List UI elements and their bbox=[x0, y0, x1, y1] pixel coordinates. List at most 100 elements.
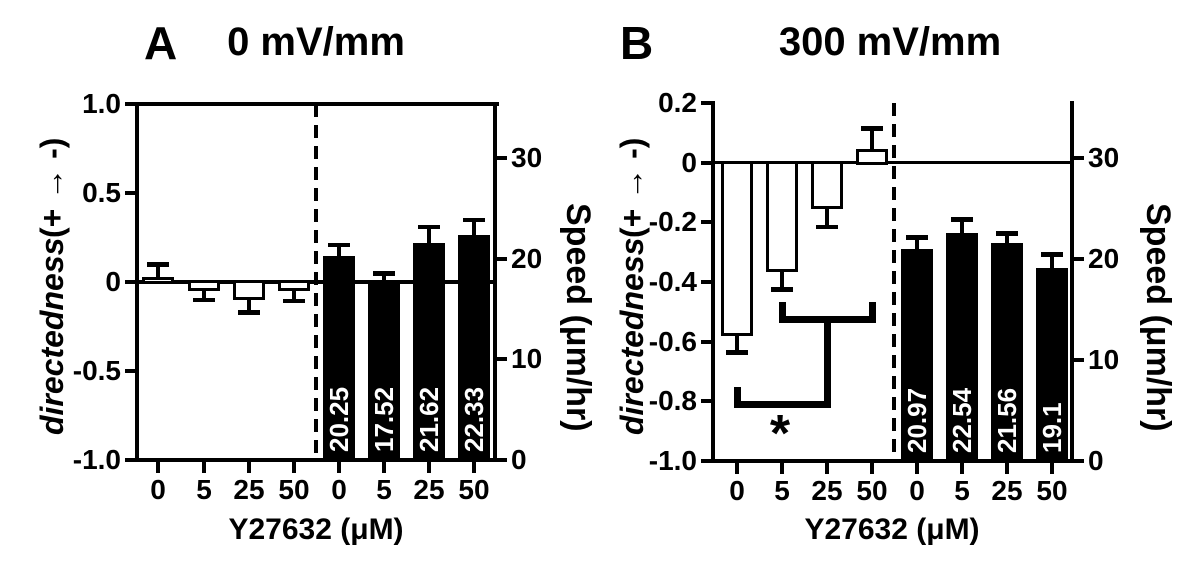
error-bar-stem bbox=[825, 206, 829, 227]
error-bar-stem bbox=[1005, 233, 1009, 243]
y-axis-left-tick bbox=[125, 280, 135, 284]
x-axis-tick-label: 50 bbox=[458, 474, 490, 505]
y-axis-left-tick-label: 1.0 bbox=[82, 88, 121, 119]
x-axis-tick bbox=[427, 462, 431, 473]
x-axis-tick bbox=[156, 462, 160, 473]
x-axis-tick-label: 50 bbox=[856, 475, 888, 506]
y-axis-right-tick-label: 20 bbox=[1088, 242, 1120, 274]
directedness-bar bbox=[142, 276, 174, 284]
y-axis-left bbox=[135, 102, 139, 462]
y-axis-left-tick-label: -1.0 bbox=[648, 445, 697, 476]
speed-bar bbox=[458, 235, 490, 462]
error-bar-cap bbox=[1041, 252, 1063, 257]
y-axis-left-tick-label: -0.8 bbox=[648, 385, 697, 417]
speed-bar-value-label: 22.54 bbox=[947, 387, 977, 453]
directedness-bar bbox=[278, 280, 310, 291]
error-bar-cap bbox=[726, 350, 748, 355]
panel-b-right-axis-label: Speed (μm/hr) bbox=[1139, 202, 1177, 432]
y-axis-right bbox=[493, 102, 497, 462]
y-axis-left-tick-label: -0.5 bbox=[72, 355, 121, 386]
error-bar-stem bbox=[382, 273, 386, 284]
directedness-bar bbox=[721, 160, 753, 336]
y-axis-right-tick-label: 10 bbox=[511, 343, 543, 375]
y-axis-left-tick-label: -0.2 bbox=[648, 206, 697, 238]
x-axis-tick-label: 50 bbox=[278, 474, 310, 505]
panel-b-title: 300 mV/mm bbox=[778, 20, 1002, 64]
x-axis bbox=[135, 458, 499, 462]
x-axis-tick-label: 5 bbox=[196, 474, 212, 505]
panel-b-letter: B bbox=[620, 17, 654, 69]
error-bar-cap bbox=[906, 235, 928, 240]
x-axis-tick bbox=[202, 462, 206, 473]
y-axis-left-tick-label: -0.4 bbox=[648, 266, 697, 297]
x-axis-tick-label: 0 bbox=[729, 475, 745, 506]
error-bar-cap bbox=[147, 262, 169, 267]
y-axis-left-tick bbox=[701, 160, 711, 165]
sig-bracket-lower bbox=[733, 400, 831, 408]
sig-bracket-stem bbox=[823, 322, 831, 408]
error-bar-stem bbox=[1050, 254, 1054, 268]
y-axis-left-tick bbox=[125, 191, 135, 195]
x-axis-tick bbox=[337, 462, 341, 473]
error-bar-stem bbox=[870, 128, 874, 150]
directedness-bar bbox=[766, 160, 798, 272]
y-axis-left-tick bbox=[701, 220, 711, 225]
error-bar-cap bbox=[373, 271, 395, 276]
error-bar-stem bbox=[427, 227, 431, 243]
y-axis-right-tick bbox=[1074, 357, 1084, 362]
y-axis-left-tick-label: 0.2 bbox=[658, 87, 697, 118]
error-bar-cap bbox=[951, 217, 973, 222]
panel-a-right-axis-label: Speed (μm/hr) bbox=[559, 202, 597, 432]
error-bar-stem bbox=[292, 288, 296, 301]
y-axis-right-tick-label: 20 bbox=[511, 242, 543, 274]
sig-bracket-upper-tick-left bbox=[778, 301, 786, 319]
y-axis-right-tick-label: 10 bbox=[1088, 343, 1120, 375]
error-bar-stem bbox=[202, 288, 206, 300]
error-bar-cap bbox=[283, 298, 305, 304]
error-bar-stem bbox=[156, 264, 160, 277]
x-axis-tick bbox=[247, 462, 251, 473]
y-axis-right-tick-label: 30 bbox=[1088, 141, 1120, 173]
sig-bracket-upper bbox=[778, 315, 876, 323]
error-bar-stem bbox=[472, 220, 476, 236]
y-axis-left-tick bbox=[701, 280, 711, 284]
y-axis-right-tick bbox=[1074, 459, 1084, 463]
x-axis-tick bbox=[472, 462, 476, 473]
directedness-bar bbox=[233, 280, 265, 300]
error-bar-stem bbox=[915, 237, 919, 249]
y-axis-left-tick bbox=[701, 399, 711, 404]
y-axis-right-tick-label: 0 bbox=[1088, 445, 1104, 476]
y-axis-right-tick-label: 30 bbox=[511, 142, 543, 174]
x-axis-tick-label: 5 bbox=[774, 475, 790, 506]
y-axis-left-tick bbox=[701, 101, 711, 105]
y-axis-left-tick-label: -1.0 bbox=[72, 444, 121, 475]
y-axis-right-tick bbox=[497, 156, 507, 161]
error-bar-cap bbox=[418, 224, 440, 230]
error-bar-stem bbox=[960, 219, 964, 234]
y-axis-right bbox=[1070, 101, 1074, 463]
speed-bar bbox=[946, 233, 978, 463]
y-axis-left-tick bbox=[701, 459, 711, 463]
error-bar-stem bbox=[735, 333, 739, 353]
y-axis-left bbox=[711, 101, 715, 463]
x-axis-tick bbox=[780, 463, 784, 474]
x-axis-tick-label: 25 bbox=[811, 475, 843, 506]
y-axis-left-tick-label: 0.5 bbox=[82, 177, 121, 208]
x-axis-tick bbox=[735, 463, 739, 474]
speed-bar bbox=[901, 248, 933, 463]
panel-b-x-axis-label: Y27632 (μM) bbox=[804, 513, 980, 546]
speed-bar bbox=[368, 283, 400, 462]
panel-a-letter: A bbox=[144, 17, 178, 69]
sig-bracket-upper-tick-right bbox=[868, 301, 876, 319]
x-axis-tick-label: 25 bbox=[233, 474, 265, 505]
directedness-bar bbox=[856, 149, 888, 165]
y-axis-right-tick bbox=[1074, 155, 1084, 160]
x-axis-tick-label: 50 bbox=[1036, 475, 1068, 506]
x-axis-tick-label: 25 bbox=[413, 474, 445, 505]
error-bar-stem bbox=[247, 297, 251, 313]
x-axis-tick bbox=[825, 463, 829, 474]
